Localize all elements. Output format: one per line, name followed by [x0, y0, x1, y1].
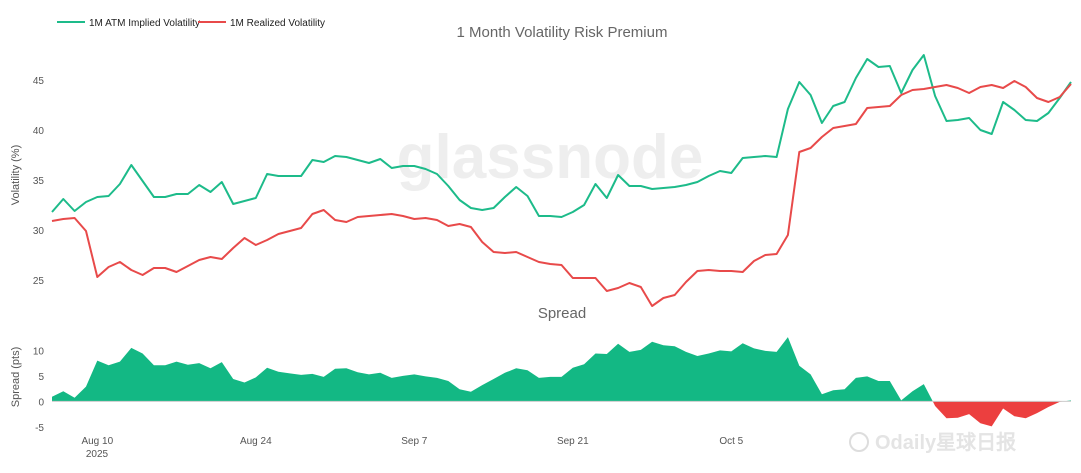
bottom-chart-title: Spread [538, 305, 586, 322]
spread-area [52, 337, 1071, 426]
x-tick-label: Aug 24 [240, 436, 272, 447]
x-tick-label: Sep 21 [557, 436, 589, 447]
top-y-ticks: 25 30 35 40 45 [33, 76, 45, 287]
bottom-y-axis-label: Spread (pts) [10, 347, 22, 408]
top-y-tick-label: 25 [33, 276, 45, 287]
top-y-tick-label: 45 [33, 76, 45, 87]
bottom-y-tick-label: -5 [35, 423, 44, 434]
top-y-tick-label: 40 [33, 126, 45, 137]
bottom-y-tick-label: 0 [38, 397, 44, 408]
top-y-tick-label: 35 [33, 176, 45, 187]
brand-watermark: Odaily星球日报 [850, 430, 1016, 454]
bottom-y-tick-label: 10 [33, 346, 45, 357]
top-y-tick-label: 30 [33, 226, 45, 237]
top-y-axis-label: Volatility (%) [10, 145, 22, 206]
legend-label-realized: 1M Realized Volatility [230, 18, 325, 29]
x-tick-label: Aug 10 [81, 436, 113, 447]
top-chart-title: 1 Month Volatility Risk Premium [457, 24, 668, 41]
brand-text: Odaily星球日报 [875, 430, 1016, 454]
spread-negative-area [52, 401, 1071, 426]
legend: 1M ATM Implied Volatility 1M Realized Vo… [57, 18, 325, 29]
x-axis-ticks: Aug 10 Aug 24 Sep 7 Sep 21 Oct 5 [81, 436, 743, 447]
legend-label-implied: 1M ATM Implied Volatility [89, 18, 200, 29]
brand-logo-icon [850, 433, 868, 451]
realized-volatility-line [52, 81, 1071, 306]
spread-positive-area [52, 337, 1071, 401]
bottom-y-tick-label: 5 [38, 372, 44, 383]
x-axis-year-label: 2025 [86, 449, 109, 460]
x-tick-label: Sep 7 [401, 436, 428, 447]
bottom-y-ticks: -5 0 5 10 [33, 346, 45, 434]
x-tick-label: Oct 5 [719, 436, 743, 447]
watermark: glassnode [397, 123, 704, 192]
